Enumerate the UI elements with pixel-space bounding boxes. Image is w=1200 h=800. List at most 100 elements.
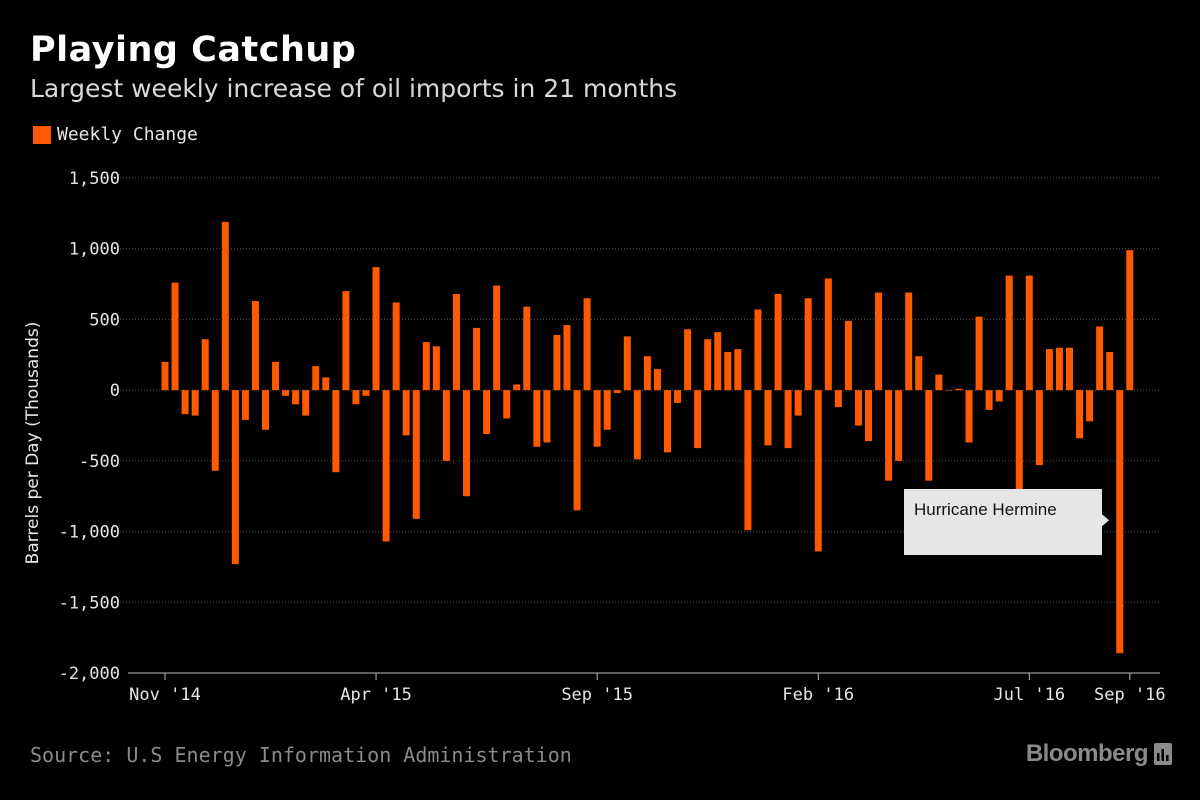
bar: [463, 390, 470, 497]
bar: [392, 302, 400, 391]
x-tick-label: Sep '15: [561, 685, 633, 705]
bloomberg-icon: [1154, 743, 1172, 765]
bar: [372, 267, 380, 391]
y-tick-label: -500: [79, 452, 120, 472]
x-tick-label: Sep '16: [1094, 685, 1166, 705]
bar: [885, 390, 893, 481]
bar: [241, 390, 249, 420]
bar: [985, 390, 993, 410]
bar: [1116, 390, 1124, 654]
bar: [171, 282, 179, 391]
legend-swatch: [33, 125, 51, 144]
bar: [362, 390, 370, 396]
bar: [211, 390, 219, 471]
bar: [533, 390, 541, 447]
bar: [352, 390, 360, 405]
bar: [201, 339, 209, 391]
bar: [1126, 250, 1134, 391]
bar: [844, 320, 852, 391]
annotation: Hurricane Hermine: [904, 489, 1109, 555]
bar: [1025, 275, 1033, 391]
annotation-box: [904, 489, 1109, 555]
y-tick-label: 1,000: [69, 240, 120, 260]
bar: [814, 390, 822, 552]
bar: [302, 390, 310, 416]
bar: [975, 316, 983, 391]
x-tick-label: Feb '16: [782, 685, 854, 705]
bar: [925, 390, 933, 481]
bar: [824, 278, 832, 391]
bar: [231, 390, 239, 565]
bar: [965, 390, 973, 443]
bar: [312, 366, 320, 391]
bar: [674, 390, 682, 403]
bar: [653, 368, 661, 391]
bar: [161, 361, 169, 391]
bar: [895, 390, 903, 461]
legend-label: Weekly Change: [57, 124, 198, 145]
x-tick-label: Nov '14: [129, 685, 201, 705]
bar: [664, 390, 671, 453]
bar: [935, 374, 943, 391]
bar: [684, 329, 692, 391]
bar: [1005, 275, 1013, 391]
bar: [744, 390, 752, 531]
x-tick-label: Apr '15: [340, 685, 412, 705]
bar: [251, 301, 259, 391]
bar: [643, 356, 651, 391]
bar: [603, 390, 611, 430]
bars: [161, 221, 1134, 654]
bar: [382, 390, 390, 542]
chart-subtitle: Largest weekly increase of oil imports i…: [30, 74, 678, 103]
bar: [633, 390, 641, 460]
bar: [1096, 326, 1104, 391]
bar: [473, 327, 481, 391]
bar: [563, 325, 571, 391]
bar: [1066, 347, 1073, 391]
bar: [191, 390, 199, 416]
bar: [422, 342, 430, 391]
bar: [714, 332, 722, 391]
bar: [945, 390, 953, 391]
bar: [734, 349, 742, 391]
bar: [553, 334, 561, 391]
bar: [282, 390, 290, 396]
source-note: Source: U.S Energy Information Administr…: [30, 743, 572, 767]
bar: [1045, 349, 1053, 391]
annotation-text: Hurricane Hermine: [914, 500, 1057, 519]
bar: [342, 291, 350, 391]
bar: [322, 377, 330, 391]
bar: [1035, 390, 1043, 466]
bar: [764, 390, 772, 446]
bar: [452, 293, 460, 391]
bar: [623, 336, 631, 391]
y-axis-label: Barrels per Day (Thousands): [23, 322, 43, 565]
y-tick-label: 0: [110, 381, 120, 401]
bar: [583, 298, 591, 391]
bar: [905, 292, 913, 391]
bar: [774, 293, 782, 391]
bar: [262, 390, 269, 430]
bar: [854, 390, 862, 426]
bar: [875, 292, 883, 391]
bar: [513, 384, 521, 391]
legend: Weekly Change: [33, 124, 198, 145]
bar: [613, 390, 621, 393]
bar: [573, 390, 581, 511]
bar: [221, 221, 229, 391]
y-axis-ticks: 1,500 1,000 500 0 -500 -1,000 -1,500 -2,000: [59, 169, 120, 684]
bar: [432, 346, 440, 391]
bar: [523, 306, 531, 391]
brand-name: Bloomberg: [1025, 740, 1149, 767]
bar: [955, 388, 963, 391]
bar: [995, 390, 1003, 402]
bar: [1106, 351, 1114, 391]
bar: [754, 309, 762, 391]
y-tick-label: -2,000: [59, 664, 120, 684]
bar: [834, 390, 842, 408]
bar: [412, 390, 420, 519]
bar: [865, 390, 872, 442]
y-tick-label: 1,500: [69, 169, 120, 189]
bar: [593, 390, 601, 447]
